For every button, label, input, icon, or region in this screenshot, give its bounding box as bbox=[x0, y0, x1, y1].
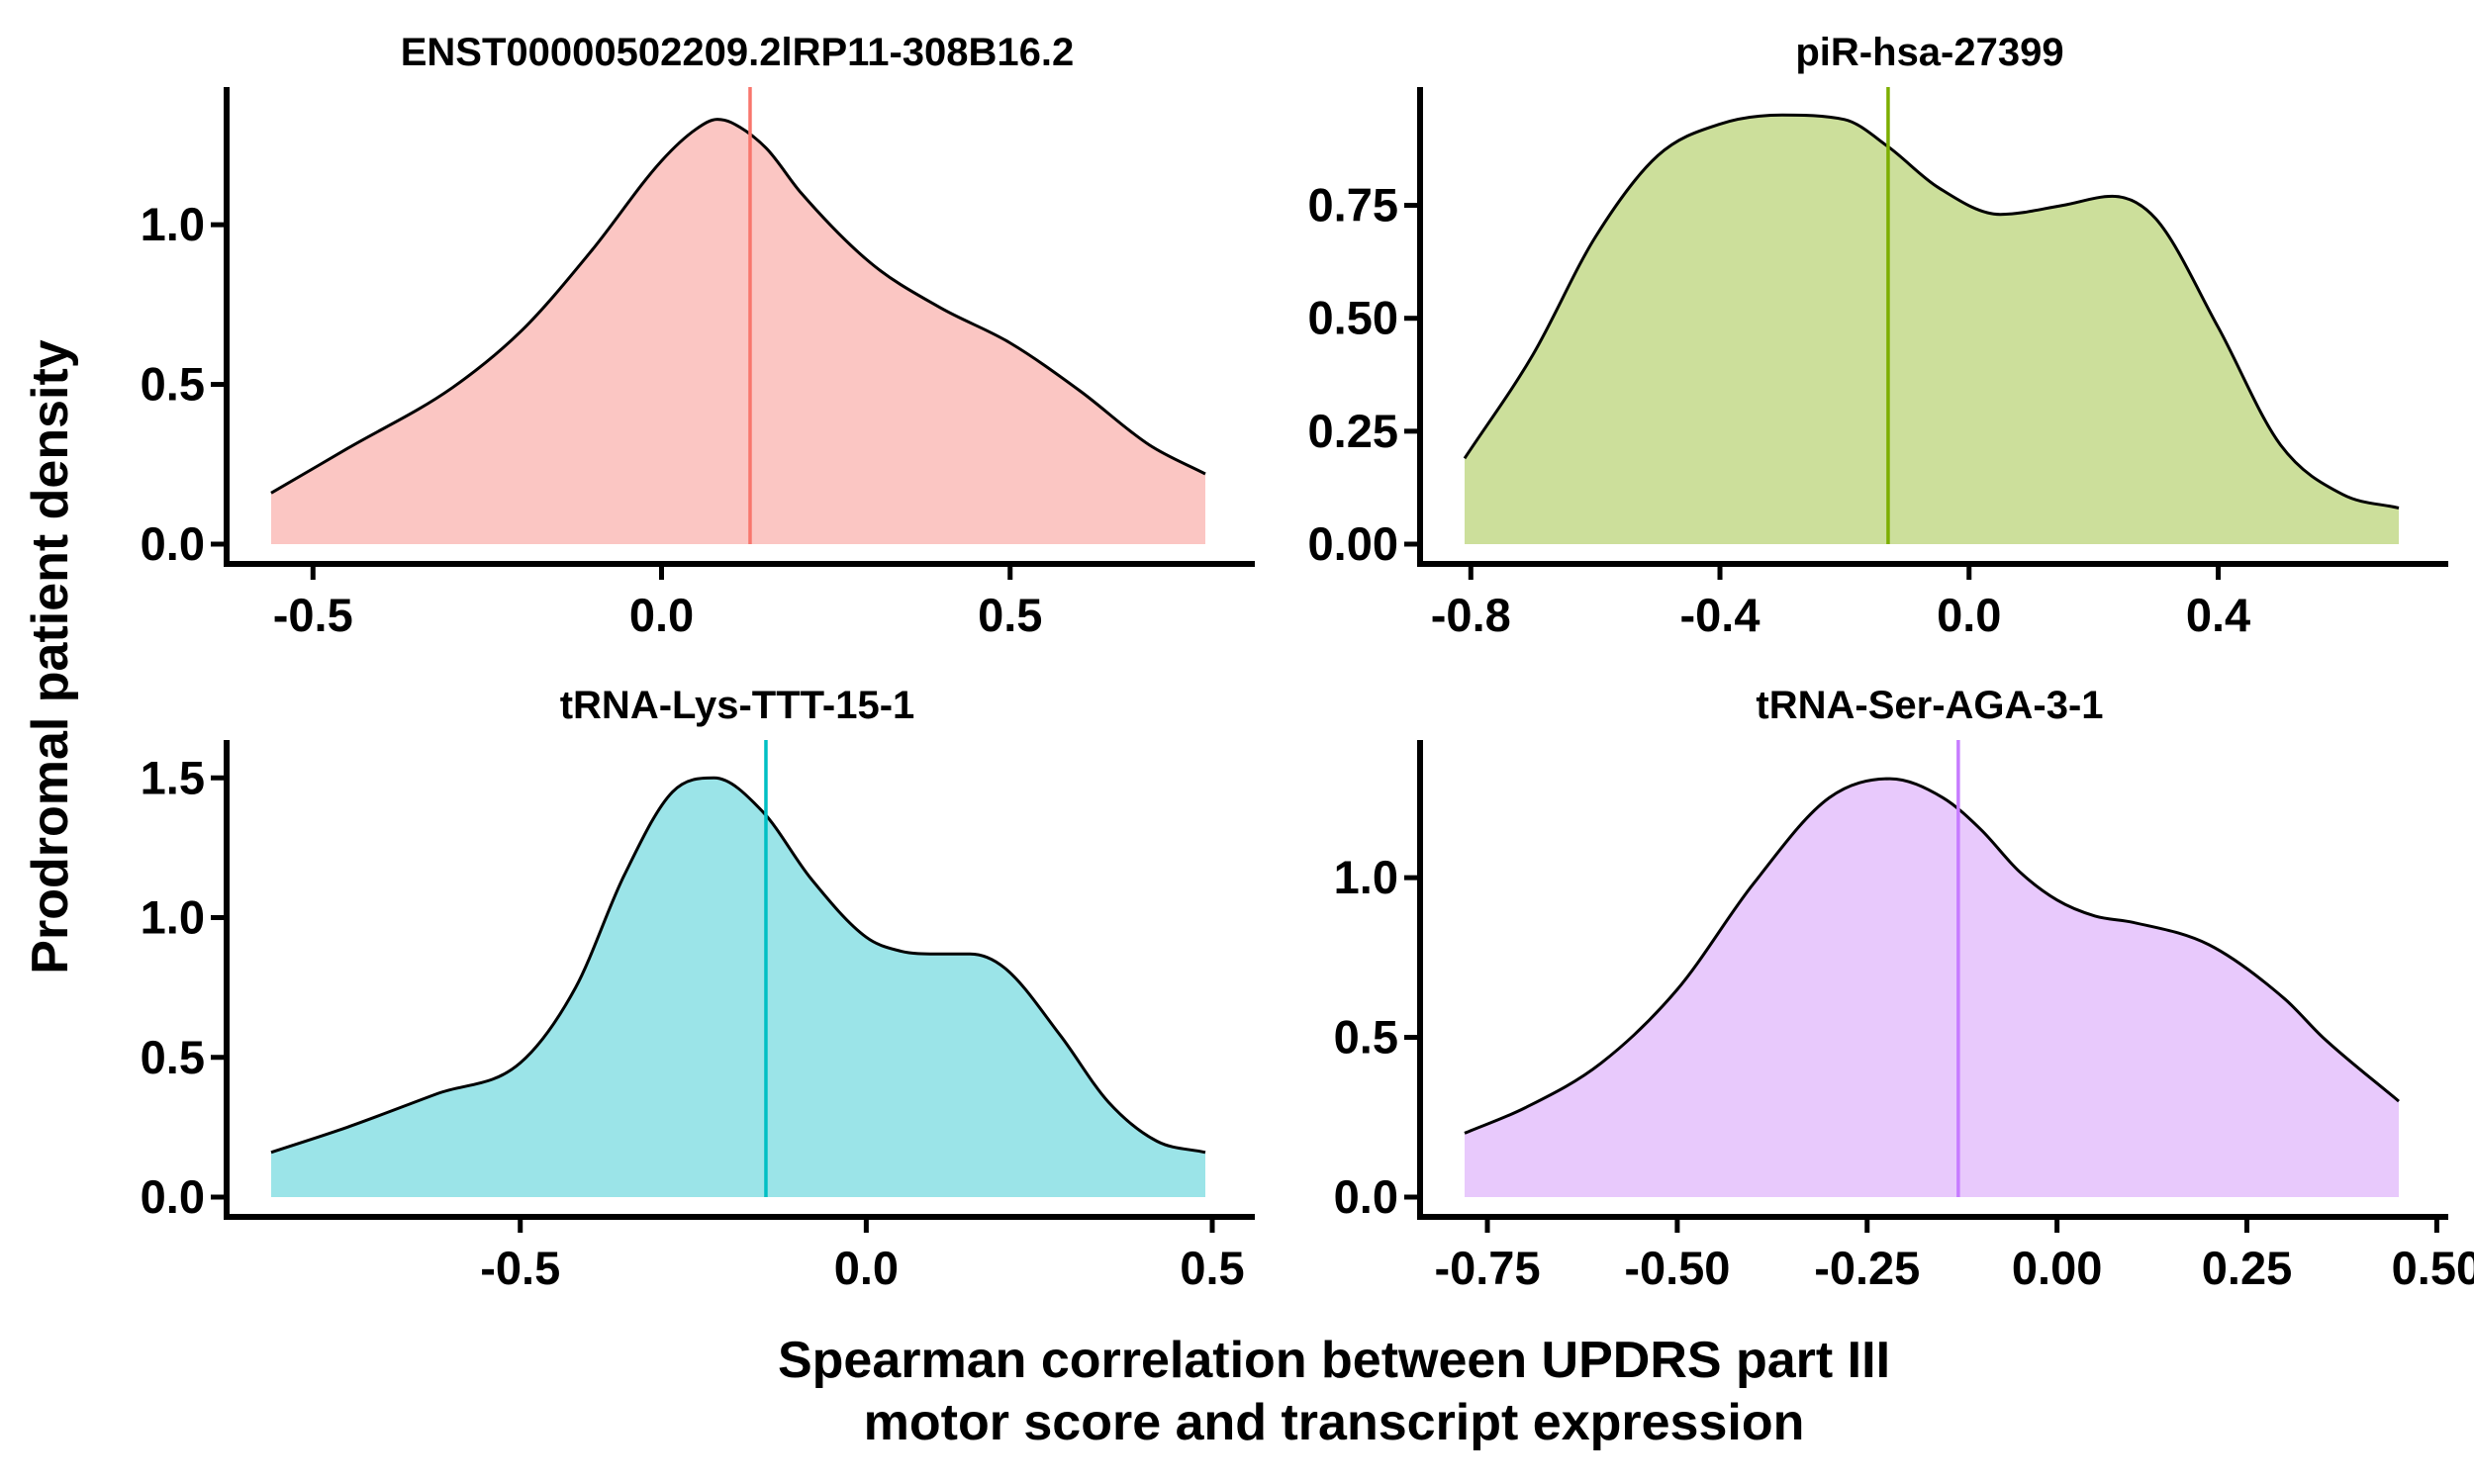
x-tick-label: 0.5 bbox=[978, 589, 1042, 641]
x-tick-label: 0.0 bbox=[834, 1242, 899, 1294]
x-axis-title-line1: Spearman correlation between UPDRS part … bbox=[778, 1332, 1890, 1389]
y-tick-label: 0.0 bbox=[141, 1170, 205, 1223]
y-tick-label: 0.5 bbox=[141, 358, 205, 411]
x-tick-label: -0.5 bbox=[273, 589, 353, 641]
x-tick-label: 0.0 bbox=[1937, 589, 2001, 641]
panel-2: piR-hsa-27399 0.00 0.25 0.50 0.75 -0.8 -0.4 0.0… bbox=[1308, 31, 2448, 641]
x-tick-label: 0.25 bbox=[2202, 1242, 2292, 1294]
y-tick-label: 0.50 bbox=[1308, 292, 1398, 344]
x-tick-label: -0.4 bbox=[1680, 589, 1760, 641]
density-area bbox=[1465, 115, 2399, 545]
x-tick-label: -0.8 bbox=[1431, 589, 1511, 641]
panel-title: ENST00000502209.2lRP11-308B16.2 bbox=[401, 31, 1075, 74]
density-area bbox=[271, 119, 1205, 544]
density-curve bbox=[1464, 777, 2400, 1135]
panel-3: tRNA-Lys-TTT-15-1 0.0 0.5 1.0 1.5 -0.5 0.0 0.5 bbox=[141, 684, 1255, 1294]
panels: ENST00000502209.2lRP11-308B16.2 0.0 0.5 1.0… bbox=[141, 31, 2474, 1294]
y-tick-label: 0.00 bbox=[1308, 517, 1398, 570]
x-tick-label: 0.5 bbox=[1180, 1242, 1244, 1294]
density-curve bbox=[270, 776, 1206, 1155]
panel-4: tRNA-Ser-AGA-3-1 0.0 0.5 1.0 -0.75 -0.50 -0.25… bbox=[1334, 684, 2474, 1294]
panel-1: ENST00000502209.2lRP11-308B16.2 0.0 0.5 1.0… bbox=[141, 31, 1255, 641]
panel-title: tRNA-Ser-AGA-3-1 bbox=[1756, 684, 2103, 727]
density-area bbox=[1465, 779, 2399, 1197]
density-curve bbox=[270, 118, 1206, 495]
y-tick-label: 0.0 bbox=[141, 517, 205, 570]
y-tick-label: 0.25 bbox=[1308, 405, 1398, 457]
y-tick-label: 0.5 bbox=[1334, 1011, 1398, 1064]
y-tick-label: 1.5 bbox=[141, 751, 205, 803]
x-tick-label: -0.5 bbox=[480, 1242, 560, 1294]
y-tick-label: 1.0 bbox=[141, 198, 205, 250]
y-axis-title: Prodromal patient density bbox=[22, 339, 79, 974]
y-tick-label: 1.0 bbox=[141, 891, 205, 944]
x-tick-label: -0.75 bbox=[1434, 1242, 1540, 1294]
y-tick-label: 0.75 bbox=[1308, 179, 1398, 232]
x-tick-label: -0.25 bbox=[1814, 1242, 1920, 1294]
x-axis-title-line2: motor score and transcript expression bbox=[864, 1394, 1805, 1451]
x-tick-label: 0.0 bbox=[629, 589, 694, 641]
panel-title: piR-hsa-27399 bbox=[1795, 31, 2063, 74]
y-tick-label: 0.0 bbox=[1334, 1170, 1398, 1223]
density-area bbox=[271, 778, 1205, 1197]
x-tick-label: -0.50 bbox=[1624, 1242, 1730, 1294]
x-tick-label: 0.50 bbox=[2392, 1242, 2474, 1294]
x-tick-label: 0.00 bbox=[2012, 1242, 2102, 1294]
x-tick-label: 0.4 bbox=[2186, 589, 2250, 641]
y-tick-label: 1.0 bbox=[1334, 851, 1398, 903]
panel-title: tRNA-Lys-TTT-15-1 bbox=[560, 684, 915, 727]
density-curve bbox=[1463, 113, 2400, 510]
y-tick-label: 0.5 bbox=[141, 1031, 205, 1083]
